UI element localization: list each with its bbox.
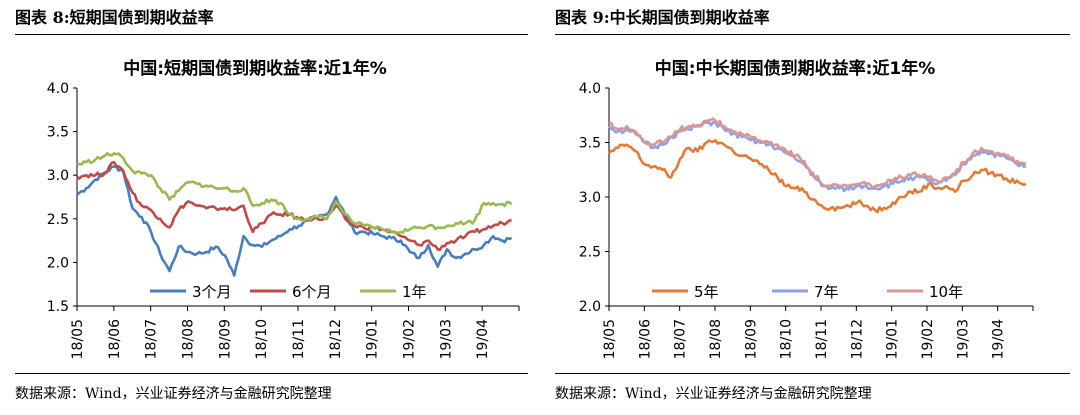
legend-label: 5年	[694, 283, 719, 301]
legend-label: 7年	[814, 283, 839, 301]
x-tick-label: 19/02	[402, 319, 418, 359]
x-tick-label: 18/08	[708, 319, 724, 359]
x-tick-label: 19/02	[920, 319, 936, 359]
x-tick-label: 18/06	[107, 319, 123, 359]
legend-label: 6个月	[292, 283, 332, 301]
x-tick-label: 19/01	[885, 319, 901, 359]
legend: 5年 7年 10年	[652, 283, 963, 301]
x-tick-label: 18/07	[673, 319, 689, 359]
x-axis: 18/05 18/06 18/07 18/08 18/09 18/10 18/11 18/12…	[70, 305, 520, 359]
series-line-2	[76, 160, 512, 251]
bottom-rule	[555, 373, 1070, 374]
top-rule	[555, 34, 1070, 35]
x-tick-label: 19/04	[475, 319, 491, 359]
series-line-1	[76, 165, 513, 277]
series-lines	[76, 152, 513, 277]
x-tick-label: 18/05	[602, 319, 618, 359]
x-axis: 18/05 18/06 18/07 18/08 18/09 18/10 18/11 18/12…	[602, 305, 1034, 359]
x-tick-label: 18/11	[814, 319, 830, 359]
x-tick-label: 19/04	[991, 319, 1007, 359]
short-term-yield-chart: 中国:短期国债到期收益率:近1年% 1.5 2.0 2.5 3.0 3.5 4.0 18/…	[47, 58, 520, 359]
chart-title: 中国:短期国债到期收益率:近1年%	[123, 58, 386, 79]
x-tick-label: 18/12	[328, 319, 344, 359]
y-axis: 1.5 2.0 2.5 3.0 3.5 4.0	[47, 81, 78, 315]
x-tick-label: 18/06	[637, 319, 653, 359]
y-tick-label: 4.0	[579, 81, 601, 97]
x-tick-label: 18/12	[849, 319, 865, 359]
series-line-3	[76, 152, 513, 235]
x-tick-label: 19/03	[438, 319, 454, 359]
y-tick-label: 2.5	[579, 245, 601, 261]
y-tick-label: 1.5	[47, 299, 69, 315]
x-tick-label: 18/05	[70, 319, 86, 359]
legend-label: 10年	[929, 283, 963, 301]
y-tick-label: 3.0	[47, 168, 69, 184]
legend-label: 1年	[402, 283, 427, 301]
y-axis: 2.0 2.5 3.0 3.5 4.0	[579, 81, 610, 315]
x-tick-label: 19/01	[365, 319, 381, 359]
figure-label: 图表 8:短期国债到期收益率	[15, 8, 214, 27]
x-tick-label: 18/07	[144, 319, 160, 359]
y-tick-label: 2.0	[579, 299, 601, 315]
y-tick-label: 2.0	[47, 255, 69, 271]
y-tick-label: 4.0	[47, 81, 69, 97]
y-tick-label: 2.5	[47, 212, 69, 228]
x-tick-label: 18/10	[254, 319, 270, 359]
figure-source: 数据来源：Wind，兴业证券经济与金融研究院整理	[555, 386, 872, 402]
mid-long-term-yield-chart: 中国:中长期国债到期收益率:近1年% 2.0 2.5 3.0 3.5 4.0 18/05…	[579, 58, 1034, 359]
series-lines	[607, 117, 1027, 214]
bottom-rule	[15, 373, 528, 374]
x-tick-label: 18/11	[291, 319, 307, 359]
y-tick-label: 3.5	[579, 136, 601, 152]
y-tick-label: 3.5	[47, 125, 69, 141]
y-tick-label: 3.0	[579, 190, 601, 206]
x-tick-label: 18/09	[217, 319, 233, 359]
top-rule	[15, 34, 528, 35]
figure-source: 数据来源：Wind，兴业证券经济与金融研究院整理	[15, 386, 332, 402]
x-tick-label: 18/09	[743, 319, 759, 359]
x-tick-label: 18/10	[779, 319, 795, 359]
series-line-1	[608, 139, 1027, 214]
figure-9: 图表 9:中长期国债到期收益率 中国:中长期国债到期收益率:近1年% 2.0 2.…	[555, 0, 1080, 415]
legend: 3个月 6个月 1年	[150, 283, 427, 301]
chart-title: 中国:中长期国债到期收益率:近1年%	[655, 58, 935, 79]
figure-label: 图表 9:中长期国债到期收益率	[555, 8, 770, 27]
x-tick-label: 19/03	[955, 319, 971, 359]
legend-label: 3个月	[192, 283, 232, 301]
x-tick-label: 18/08	[181, 319, 197, 359]
figure-8: 图表 8:短期国债到期收益率 中国:短期国债到期收益率:近1年% 1.5 2.0 2…	[15, 0, 540, 415]
series-line-3	[608, 117, 1027, 190]
